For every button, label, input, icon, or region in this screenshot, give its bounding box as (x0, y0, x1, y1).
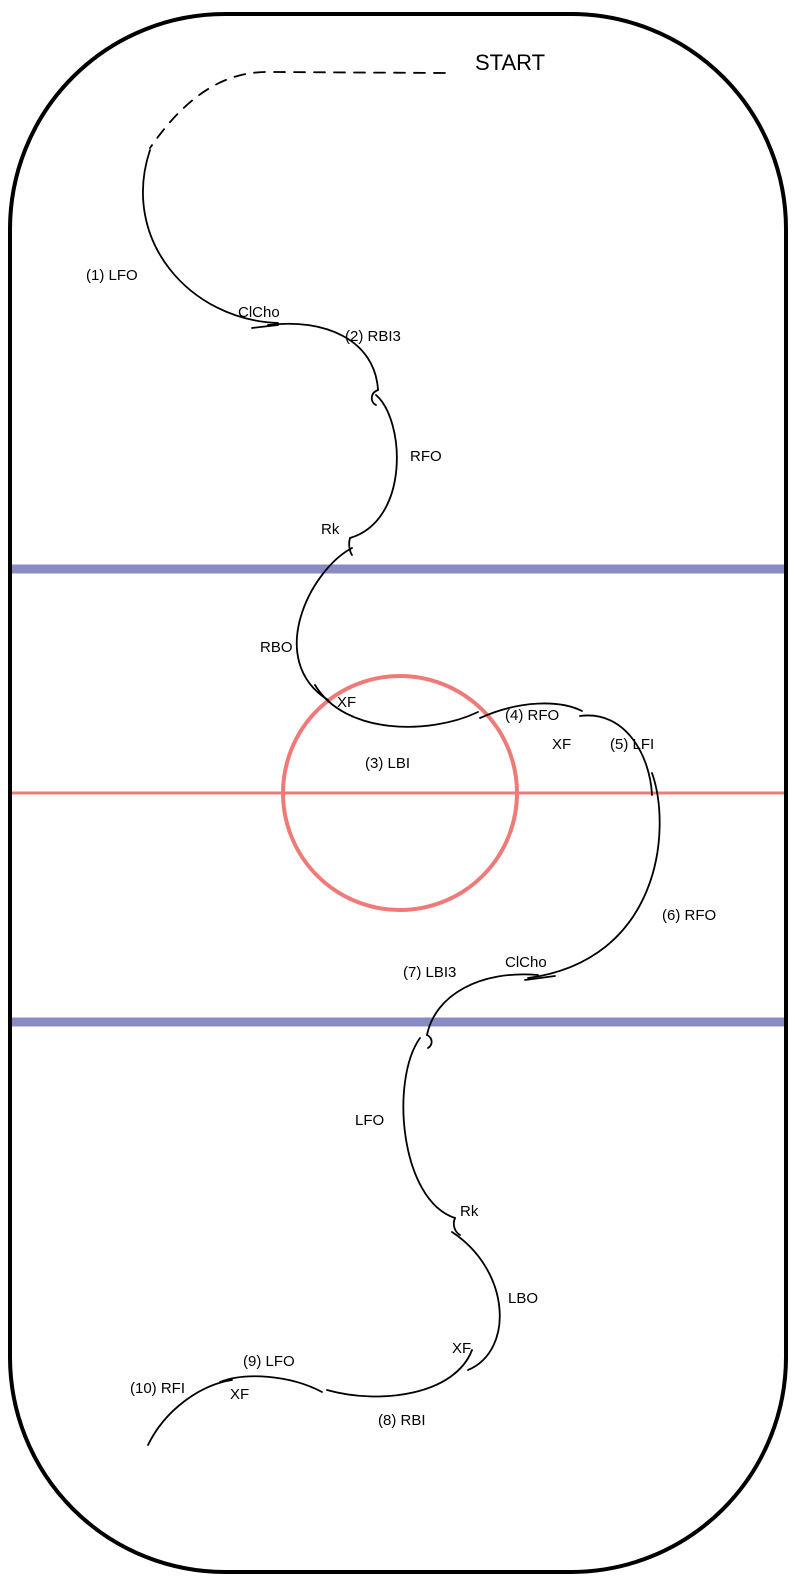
label-element-1: (1) LFO (86, 267, 138, 284)
label-element-6: (6) RFO (662, 907, 716, 924)
label-xf-2: XF (552, 736, 571, 753)
label-rk-1: Rk (321, 521, 340, 538)
rocker-2 (454, 1218, 460, 1235)
edge-rfo-after-three (350, 395, 397, 538)
label-element-8: (8) RBI (378, 1412, 426, 1429)
label-element-5: (5) LFI (610, 736, 654, 753)
label-element-4: (4) RFO (505, 707, 559, 724)
rocker-1 (349, 538, 352, 555)
label-rk-2: Rk (460, 1203, 479, 1220)
start-label: START (475, 50, 545, 75)
edge-lfo-mid (403, 1038, 455, 1218)
three-turn-2 (427, 1035, 432, 1048)
label-clcho-1: ClCho (238, 304, 280, 321)
label-xf-1: XF (337, 694, 356, 711)
edge-5-lfi (580, 715, 652, 795)
three-turn-1 (372, 390, 378, 405)
label-lfo-mid: LFO (355, 1112, 384, 1129)
edge-6-rfo (528, 773, 660, 978)
label-element-2: (2) RBI3 (345, 328, 401, 345)
label-clcho-2: ClCho (505, 954, 547, 971)
edge-8-rbi (327, 1350, 472, 1397)
label-rfo-mid: RFO (410, 448, 442, 465)
start-approach-path (150, 72, 445, 148)
label-lbo: LBO (508, 1290, 538, 1307)
label-xf-3: XF (452, 1340, 471, 1357)
label-element-9: (9) LFO (243, 1353, 295, 1370)
label-element-7: (7) LBI3 (403, 964, 456, 981)
label-xf-4: XF (230, 1386, 249, 1403)
edge-1-lfo (143, 150, 278, 323)
label-rbo: RBO (260, 639, 293, 656)
clcho-step-1 (252, 325, 278, 328)
label-element-3: (3) LBI (365, 755, 410, 772)
label-element-10: (10) RFI (130, 1380, 185, 1397)
